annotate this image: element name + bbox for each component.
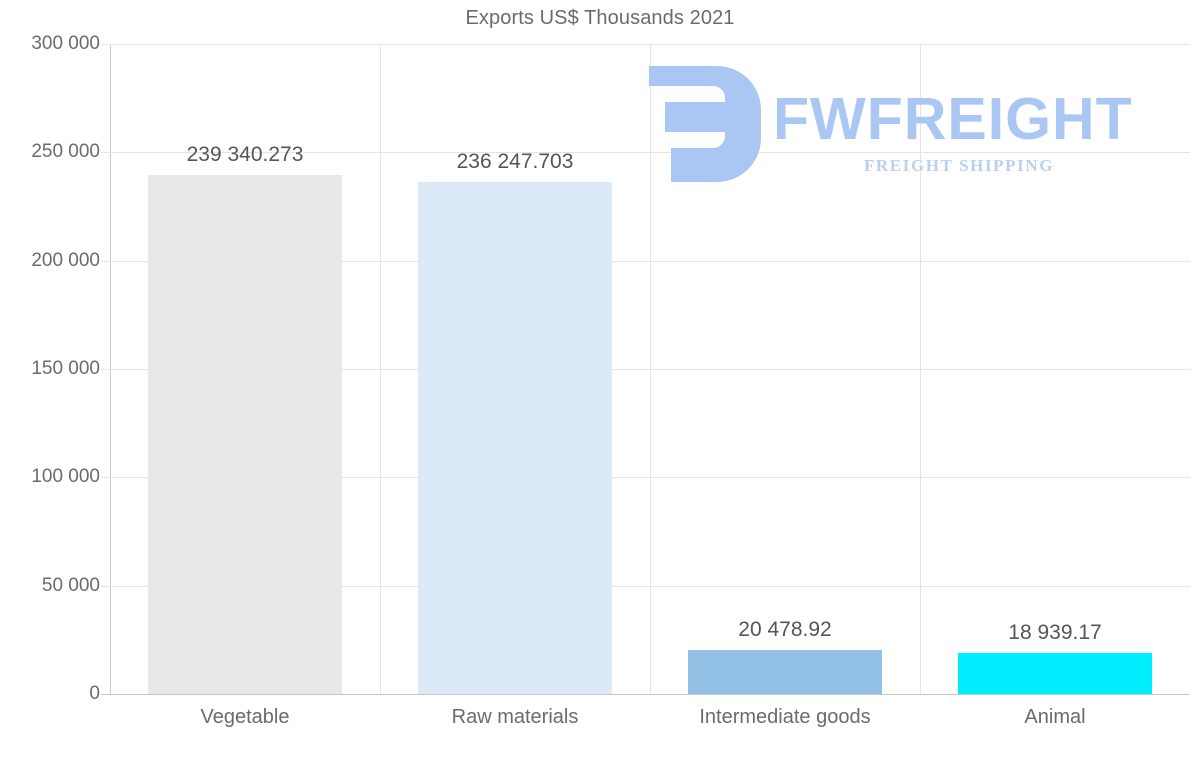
bar-intermediate-goods[interactable] — [687, 649, 883, 694]
y-axis-tick-label: 200 000 — [31, 249, 100, 271]
y-axis-tick-label: 0 — [89, 683, 100, 704]
gridline — [101, 477, 1190, 479]
bar-value-label: 239 340.273 — [186, 143, 304, 167]
category-label: Animal — [1024, 706, 1086, 728]
bar-vegetable[interactable] — [147, 175, 343, 694]
category-label: Vegetable — [200, 706, 290, 728]
category-label: Intermediate goods — [699, 706, 871, 728]
gridline — [101, 585, 1190, 587]
bar-value-label: 20 478.92 — [738, 617, 832, 641]
chart-title: Exports US$ Thousands 2021 — [465, 7, 735, 29]
y-axis-tick-label: 50 000 — [41, 574, 100, 596]
category-separator — [650, 44, 651, 694]
bar-value-label: 236 247.703 — [456, 150, 574, 174]
gridline — [101, 694, 1190, 695]
category-separator — [920, 44, 921, 694]
y-axis-tick-label: 250 000 — [31, 141, 100, 163]
y-axis-tick-label: 100 000 — [31, 466, 100, 488]
bar-value-label: 18 939.17 — [1008, 620, 1102, 644]
bar-raw-materials[interactable] — [417, 182, 613, 694]
y-axis-tick-label: 300 000 — [31, 33, 100, 54]
gridline — [101, 369, 1190, 370]
bar-animal[interactable] — [957, 652, 1153, 694]
category-separator — [380, 44, 381, 694]
gridline — [101, 260, 1190, 262]
gridline — [101, 152, 1190, 154]
y-axis-tick-label: 150 000 — [31, 358, 100, 379]
gridline — [101, 44, 1190, 45]
plot-area — [101, 44, 1190, 695]
category-label: Raw materials — [451, 706, 579, 728]
